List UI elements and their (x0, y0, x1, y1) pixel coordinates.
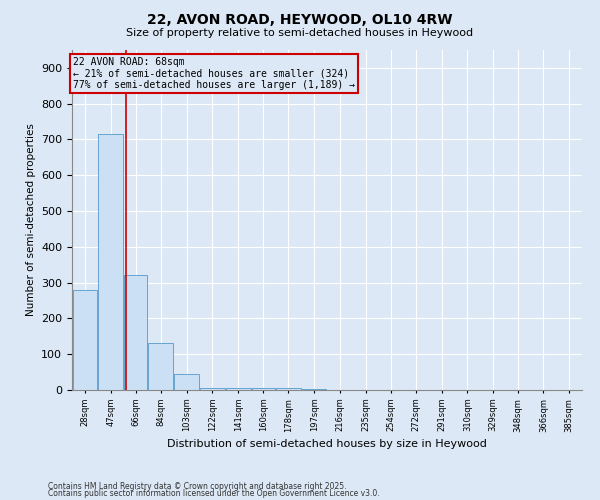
Y-axis label: Number of semi-detached properties: Number of semi-detached properties (26, 124, 35, 316)
Bar (98, 134, 123, 390)
Bar (226, 388, 251, 390)
Bar (174, 374, 199, 390)
Bar (276, 388, 301, 390)
Text: Size of property relative to semi-detached houses in Heywood: Size of property relative to semi-detach… (127, 28, 473, 38)
Text: 22, AVON ROAD, HEYWOOD, OL10 4RW: 22, AVON ROAD, HEYWOOD, OL10 4RW (147, 12, 453, 26)
X-axis label: Distribution of semi-detached houses by size in Heywood: Distribution of semi-detached houses by … (167, 438, 487, 448)
Bar (73, 290, 97, 390)
Bar (251, 388, 275, 390)
Text: Contains public sector information licensed under the Open Government Licence v3: Contains public sector information licen… (48, 489, 380, 498)
Text: 22 AVON ROAD: 68sqm
← 21% of semi-detached houses are smaller (324)
77% of semi-: 22 AVON ROAD: 68sqm ← 21% of semi-detach… (73, 57, 355, 90)
Bar (124, 276, 148, 390)
Bar (148, 344, 173, 390)
Bar (200, 388, 225, 390)
Text: Contains HM Land Registry data © Crown copyright and database right 2025.: Contains HM Land Registry data © Crown c… (48, 482, 347, 491)
